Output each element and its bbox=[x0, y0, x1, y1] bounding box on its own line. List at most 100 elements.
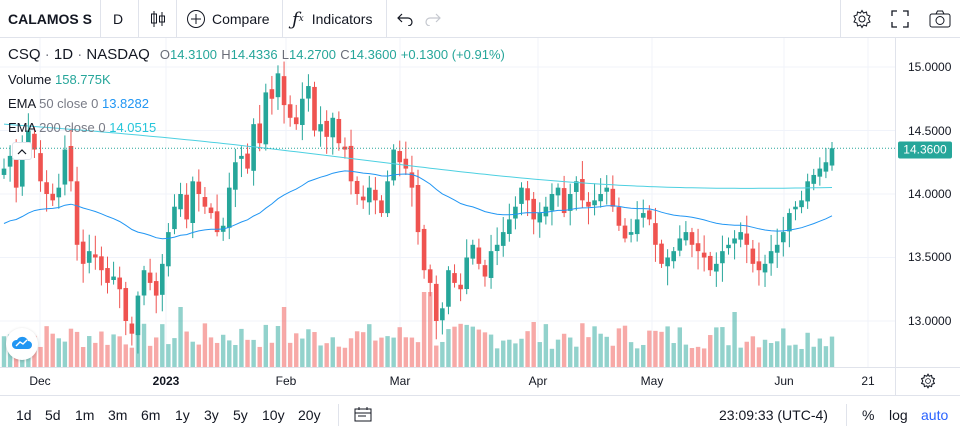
candle-body bbox=[190, 181, 196, 224]
volume-bar bbox=[348, 338, 354, 367]
volume-bar bbox=[239, 328, 244, 367]
candle-body bbox=[616, 207, 622, 226]
volume-bar bbox=[312, 332, 317, 367]
percent-scale-button[interactable]: % bbox=[862, 407, 875, 423]
volume-bar bbox=[202, 323, 208, 367]
log-scale-button[interactable]: log bbox=[889, 407, 908, 423]
fullscreen-button[interactable] bbox=[891, 0, 909, 38]
volume-bar bbox=[592, 326, 597, 367]
clock-display[interactable]: 23:09:33 (UTC-4) bbox=[719, 407, 828, 423]
range-6m-button[interactable]: 6m bbox=[141, 407, 161, 423]
settings-button[interactable] bbox=[852, 0, 872, 38]
time-axis[interactable]: Dec 2023 Feb Mar Apr May Jun 21 bbox=[0, 367, 960, 396]
candle-body bbox=[336, 118, 342, 144]
candle-body bbox=[421, 228, 427, 271]
volume-bar bbox=[111, 334, 116, 367]
candle-body bbox=[817, 168, 823, 177]
snapshot-button[interactable] bbox=[929, 0, 951, 38]
candle-body bbox=[793, 206, 798, 210]
go-to-date-button[interactable] bbox=[354, 396, 372, 434]
candle-body bbox=[689, 232, 695, 245]
candle-body bbox=[726, 244, 731, 249]
candle-body bbox=[640, 213, 646, 218]
collapse-legend-button[interactable] bbox=[12, 142, 32, 160]
volume-bar bbox=[787, 345, 792, 367]
volume-bar bbox=[141, 323, 147, 367]
compare-button[interactable]: Compare bbox=[186, 0, 270, 38]
ema50-line bbox=[3, 170, 833, 240]
volume-bar bbox=[409, 337, 415, 367]
undo-button[interactable] bbox=[396, 0, 414, 38]
chart-type-button[interactable] bbox=[150, 0, 166, 38]
chart-pane[interactable]: CSQ · 1D · NASDAQ O14.3100 H14.4336 L14.… bbox=[0, 38, 960, 367]
candle-body bbox=[214, 211, 220, 233]
volume-bar bbox=[580, 323, 585, 367]
candle-body bbox=[543, 206, 549, 217]
symbol-search-button[interactable]: CALAMOS S bbox=[8, 11, 92, 27]
range-1d-button[interactable]: 1d bbox=[16, 407, 32, 423]
time-tick: Jun bbox=[774, 374, 794, 388]
volume-bar bbox=[281, 307, 287, 367]
volume-bar bbox=[214, 342, 220, 367]
volume-bar bbox=[762, 339, 768, 367]
range-5d-button[interactable]: 5d bbox=[45, 407, 61, 423]
interval-button[interactable]: D bbox=[113, 11, 124, 27]
volume-bar bbox=[160, 324, 165, 367]
range-5y-button[interactable]: 5y bbox=[233, 407, 248, 423]
redo-button[interactable] bbox=[424, 0, 442, 38]
candle-body bbox=[99, 256, 104, 271]
price-axis[interactable]: 15.0000 14.5000 14.0000 13.5000 13.0000 … bbox=[895, 38, 960, 367]
candle-body bbox=[68, 145, 74, 182]
candle-body bbox=[293, 117, 299, 125]
volume-bar bbox=[44, 326, 49, 367]
range-3m-button[interactable]: 3m bbox=[108, 407, 128, 423]
redo-icon bbox=[424, 12, 442, 26]
volume-value: 158.775K bbox=[55, 72, 111, 87]
range-1y-button[interactable]: 1y bbox=[175, 407, 190, 423]
divider bbox=[338, 404, 339, 426]
volume-bar bbox=[708, 335, 713, 367]
ema200-legend: EMA 200 close 0 14.0515 bbox=[8, 120, 156, 135]
candlestick-chart[interactable] bbox=[0, 38, 895, 367]
range-20y-button[interactable]: 20y bbox=[298, 407, 321, 423]
tradingview-logo-button[interactable] bbox=[6, 328, 38, 360]
candle-body bbox=[7, 155, 13, 167]
volume-bar bbox=[561, 333, 567, 367]
range-3y-button[interactable]: 3y bbox=[204, 407, 219, 423]
volume-bar bbox=[452, 326, 457, 367]
volume-bar bbox=[427, 292, 433, 367]
candle-body bbox=[653, 223, 658, 245]
volume-bar bbox=[683, 344, 689, 367]
candle-body bbox=[665, 257, 670, 267]
candle-body bbox=[105, 268, 110, 283]
range-10y-button[interactable]: 10y bbox=[262, 407, 285, 423]
volume-bar bbox=[62, 341, 68, 367]
candle-body bbox=[153, 281, 159, 296]
candle-body bbox=[257, 123, 263, 144]
volume-bar bbox=[653, 330, 658, 367]
price-tick: 13.0000 bbox=[908, 314, 952, 328]
volume-bar bbox=[354, 331, 360, 367]
divider bbox=[100, 0, 101, 38]
candle-body bbox=[482, 265, 488, 277]
volume-bar bbox=[501, 340, 506, 367]
volume-bar bbox=[726, 345, 731, 367]
candle-body bbox=[714, 263, 719, 272]
candle-body bbox=[184, 194, 189, 220]
bottom-toolbar: 1d 5d 1m 3m 6m 1y 3y 5y 10y 20y 23:09:33… bbox=[0, 395, 960, 433]
volume-bar bbox=[50, 333, 55, 367]
candle-body bbox=[26, 130, 31, 147]
auto-scale-button[interactable]: auto bbox=[921, 407, 949, 423]
indicators-label: Indicators bbox=[311, 11, 373, 27]
candle-body bbox=[780, 232, 786, 243]
candle-body bbox=[245, 153, 250, 169]
range-1m-button[interactable]: 1m bbox=[75, 407, 95, 423]
axis-settings-button[interactable] bbox=[920, 373, 936, 394]
candle-body bbox=[829, 148, 835, 166]
candle-body bbox=[647, 210, 652, 220]
candle-body bbox=[671, 251, 677, 262]
volume-bar bbox=[805, 332, 810, 367]
camera-icon bbox=[929, 10, 951, 28]
